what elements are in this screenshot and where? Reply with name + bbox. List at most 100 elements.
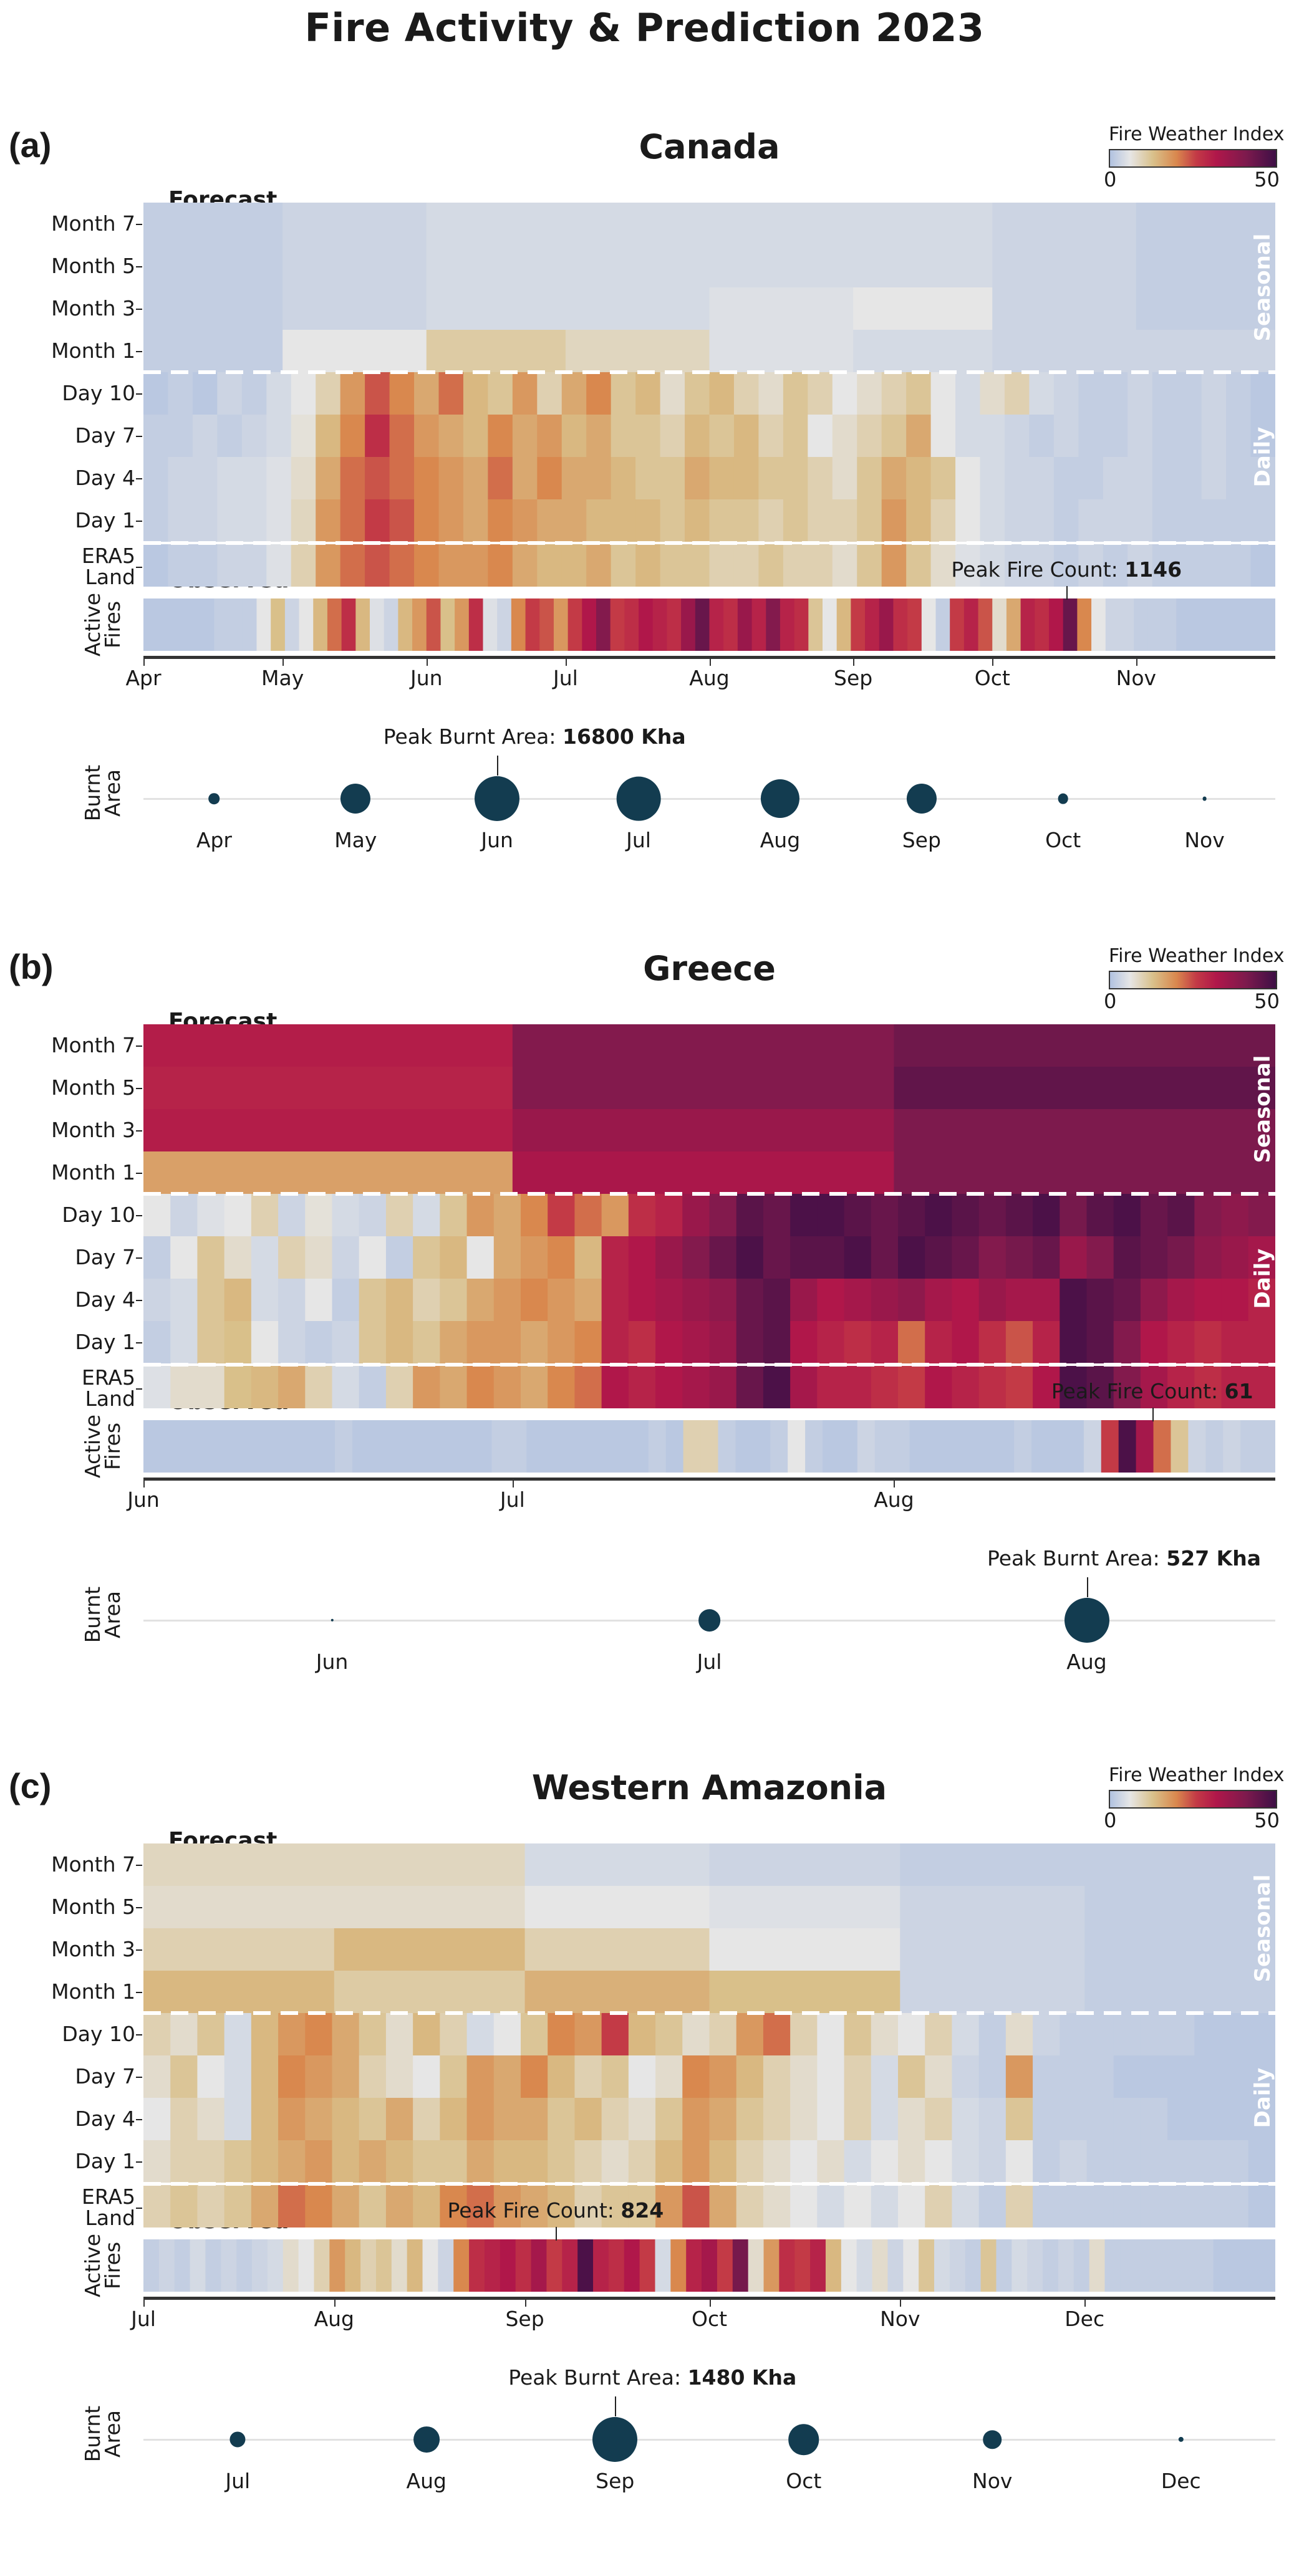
daily-cell <box>1140 2055 1168 2098</box>
daily-cell <box>1078 499 1104 542</box>
row-label-line: ERA5 <box>81 1365 135 1390</box>
daily-cell <box>438 544 464 587</box>
active-fires-cell <box>851 598 866 651</box>
daily-cell <box>493 2140 521 2183</box>
seasonal-cell <box>143 203 283 245</box>
daily-cell <box>1177 544 1202 587</box>
daily-cell <box>438 372 464 415</box>
daily-cell <box>906 372 932 415</box>
seasonal-cell <box>524 1971 710 2013</box>
seasonal-cell <box>524 1928 710 1971</box>
daily-cell <box>763 2098 791 2140</box>
daily-cell <box>601 1194 629 1236</box>
burnt-area-bubble <box>413 2426 440 2453</box>
active-fires-cell <box>509 1420 527 1473</box>
daily-cell <box>955 457 981 499</box>
peak-fire-leader <box>1152 1408 1154 1421</box>
active-fires-cell <box>1011 2239 1028 2292</box>
peak-fire-value: 1146 <box>1124 557 1182 582</box>
axis-label-line: Fires <box>100 600 125 649</box>
daily-cell <box>168 372 193 415</box>
row-label: Day 7 <box>75 423 135 448</box>
daily-cell <box>170 1236 198 1279</box>
active-fires-cell <box>874 1420 893 1473</box>
daily-cell <box>414 457 440 499</box>
row-label: Month 3 <box>51 1937 135 1961</box>
daily-cell <box>1005 1366 1033 1408</box>
daily-cell <box>266 457 292 499</box>
panel-letter: (b) <box>9 947 54 986</box>
active-fires-cell <box>839 1420 858 1473</box>
daily-cell <box>1140 1194 1168 1236</box>
row-label: ERA5 Land <box>4 1367 135 1410</box>
daily-cell <box>635 372 661 415</box>
daily-cell <box>925 1321 953 1363</box>
daily-cell <box>655 1236 683 1279</box>
daily-cell <box>170 2098 198 2140</box>
seasonal-cell <box>143 1024 513 1067</box>
daily-cell <box>316 372 341 415</box>
daily-cell <box>389 457 415 499</box>
seasonal-cell <box>853 287 993 330</box>
daily-cell <box>655 2140 683 2183</box>
daily-cell <box>832 372 857 415</box>
daily-cell <box>1033 1366 1060 1408</box>
seasonal-cell <box>992 245 1137 287</box>
daily-cell <box>925 1236 953 1279</box>
daily-cell <box>611 457 636 499</box>
daily-cell <box>1127 415 1153 457</box>
row-label-line: Land <box>85 2206 135 2230</box>
daily-cell <box>332 1366 360 1408</box>
fwi-heatmap <box>143 1843 1275 2228</box>
seasonal-cell <box>143 1886 335 1928</box>
daily-cell <box>332 1194 360 1236</box>
active-fires-cell <box>143 598 158 651</box>
x-tick <box>565 658 567 666</box>
active-fires-cell <box>805 1420 823 1473</box>
daily-cell <box>682 2013 710 2055</box>
daily-cell <box>685 544 710 587</box>
daily-cell <box>655 2055 683 2098</box>
daily-cell <box>930 372 956 415</box>
row-tick <box>136 1045 142 1047</box>
daily-cell <box>493 2098 521 2140</box>
daily-cell <box>906 544 932 587</box>
daily-cell <box>332 1236 360 1279</box>
daily-cell <box>1152 499 1177 542</box>
daily-cell <box>278 2055 306 2098</box>
daily-cell <box>332 2055 360 2098</box>
daily-cell <box>844 2185 872 2228</box>
daily-cell <box>197 2013 225 2055</box>
daily-cell <box>1005 2185 1033 2228</box>
burnt-area-month-label: Jun <box>481 828 513 852</box>
burnt-area-month-label: May <box>334 828 377 852</box>
daily-cell <box>881 372 907 415</box>
seasonal-cell <box>334 1928 526 1971</box>
daily-cell <box>1140 1279 1168 1321</box>
active-fires-cell <box>593 2239 609 2292</box>
daily-cell <box>168 457 193 499</box>
daily-cell <box>1194 2055 1222 2098</box>
daily-cell <box>1201 372 1227 415</box>
daily-cell <box>1004 499 1030 542</box>
daily-cell <box>561 544 587 587</box>
active-fires-cell <box>327 598 342 651</box>
daily-cell <box>790 1236 818 1279</box>
daily-cell <box>1177 457 1202 499</box>
daily-cell <box>1194 1279 1222 1321</box>
x-tick-label: Aug <box>689 666 730 690</box>
seasonal-cell <box>1136 287 1275 330</box>
daily-cell <box>1053 544 1079 587</box>
active-fires-cell <box>1049 598 1064 651</box>
daily-cell <box>709 372 735 415</box>
burnt-area-bubble <box>475 776 520 821</box>
seasonal-cell <box>512 1024 895 1067</box>
daily-cell <box>1127 544 1153 587</box>
daily-cell <box>952 1279 980 1321</box>
daily-cell <box>978 1279 1007 1321</box>
daily-cell <box>1167 1194 1195 1236</box>
daily-cell <box>628 2185 656 2228</box>
daily-cell <box>611 499 636 542</box>
active-fires-cell <box>892 1420 910 1473</box>
active-fires-cell <box>178 1420 196 1473</box>
